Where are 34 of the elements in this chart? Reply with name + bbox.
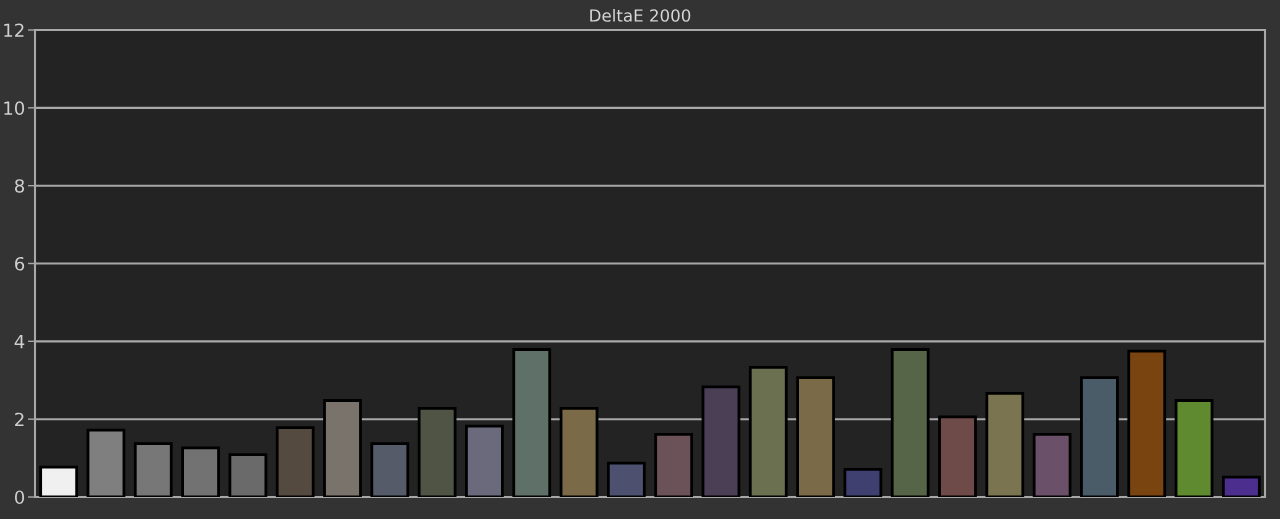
bar [654, 432, 694, 497]
y-tick-label: 6 [15, 256, 25, 271]
bar [796, 376, 835, 497]
y-tick-label: 0 [14, 490, 25, 505]
bar [843, 467, 883, 497]
bar [1174, 399, 1214, 497]
bar [181, 446, 220, 497]
bar [323, 399, 362, 497]
bar [1127, 349, 1167, 497]
y-tick-label: 2 [15, 412, 24, 427]
bar [417, 406, 457, 497]
bar [39, 465, 79, 497]
bar [606, 461, 646, 497]
bar [701, 385, 741, 497]
bar [559, 406, 599, 497]
y-tick-label: 12 [4, 23, 24, 37]
bar [133, 442, 173, 497]
bar [1221, 475, 1261, 497]
bar [1080, 376, 1119, 497]
bar [890, 348, 930, 497]
bar [86, 428, 126, 497]
bar [465, 424, 504, 497]
bar [512, 348, 552, 497]
bar [985, 392, 1025, 497]
y-tick-label: 10 [4, 101, 25, 115]
y-tick-label: 4 [14, 335, 25, 349]
chart-title: DeltaE 2000 [590, 8, 691, 22]
bar [1032, 432, 1072, 497]
y-tick-label: 8 [15, 179, 25, 193]
bar [748, 366, 788, 497]
bar [370, 442, 410, 497]
bar [275, 426, 315, 497]
bar [938, 415, 977, 497]
bar [228, 453, 268, 497]
